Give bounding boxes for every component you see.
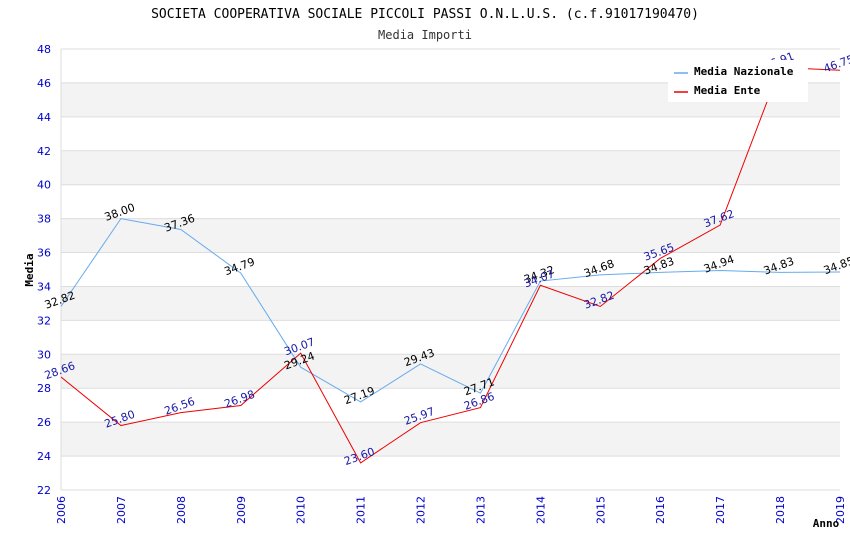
plot-area: [61, 49, 840, 490]
series-line-media-ente: [60, 66, 841, 464]
y-tick-label: 34: [37, 280, 51, 293]
legend-label-media-ente: Media Ente: [694, 84, 761, 97]
y-tick-label: 24: [37, 450, 51, 463]
y-tick-label: 46: [37, 77, 51, 90]
x-tick-label: 2008: [175, 496, 188, 524]
y-tick-label: 38: [37, 213, 51, 226]
x-tick-label: 2012: [415, 496, 428, 524]
x-tick-label: 2018: [774, 496, 787, 524]
y-tick-label: 22: [37, 484, 51, 497]
grid-band: [61, 354, 840, 389]
y-tick-label: 36: [37, 247, 51, 260]
x-axis-ticks: 2006 2007 2008 2009 2010 2011 2012 2013 2014 2015…: [55, 496, 847, 524]
x-tick-label: 2007: [115, 496, 128, 524]
grid-band: [61, 150, 840, 185]
x-tick-label: 2010: [295, 496, 308, 524]
x-tick-label: 2015: [594, 496, 607, 524]
y-axis-ticks: 22 24 26 28 30 32 34 36 38 40 42 44 46 48: [37, 43, 51, 497]
series-lines: [60, 66, 841, 464]
x-axis-label: Anno: [813, 517, 840, 530]
x-tick-label: 2009: [235, 496, 248, 524]
grid-band: [61, 218, 840, 253]
legend-label-media-nazionale: Media Nazionale: [694, 65, 794, 78]
chart-subtitle: Media Importi: [378, 28, 472, 42]
x-tick-label: 2011: [355, 496, 368, 524]
x-tick-label: 2006: [55, 496, 68, 524]
legend: Media Nazionale Media Ente: [668, 60, 808, 102]
x-tick-label: 2017: [714, 496, 727, 524]
grid-bands: [60, 48, 840, 491]
y-tick-label: 26: [37, 416, 51, 429]
grid-band: [61, 286, 840, 321]
y-tick-label: 44: [37, 111, 51, 124]
y-tick-label: 32: [37, 314, 51, 327]
x-tick-label: 2019: [834, 496, 847, 524]
y-tick-label: 48: [37, 43, 51, 56]
x-tick-label: 2013: [474, 496, 487, 524]
x-tick-label: 2016: [654, 496, 667, 524]
y-tick-label: 28: [37, 382, 51, 395]
y-tick-label: 30: [37, 348, 51, 361]
y-tick-label: 40: [37, 179, 51, 192]
series-line-media-nazionale: [60, 218, 841, 403]
legend-box: [668, 60, 808, 102]
chart-title: SOCIETA COOPERATIVA SOCIALE PICCOLI PASS…: [151, 7, 699, 22]
y-tick-label: 42: [37, 145, 51, 158]
x-tick-label: 2014: [534, 496, 547, 524]
grid-band: [61, 422, 840, 457]
y-axis-label: Media: [23, 253, 36, 286]
